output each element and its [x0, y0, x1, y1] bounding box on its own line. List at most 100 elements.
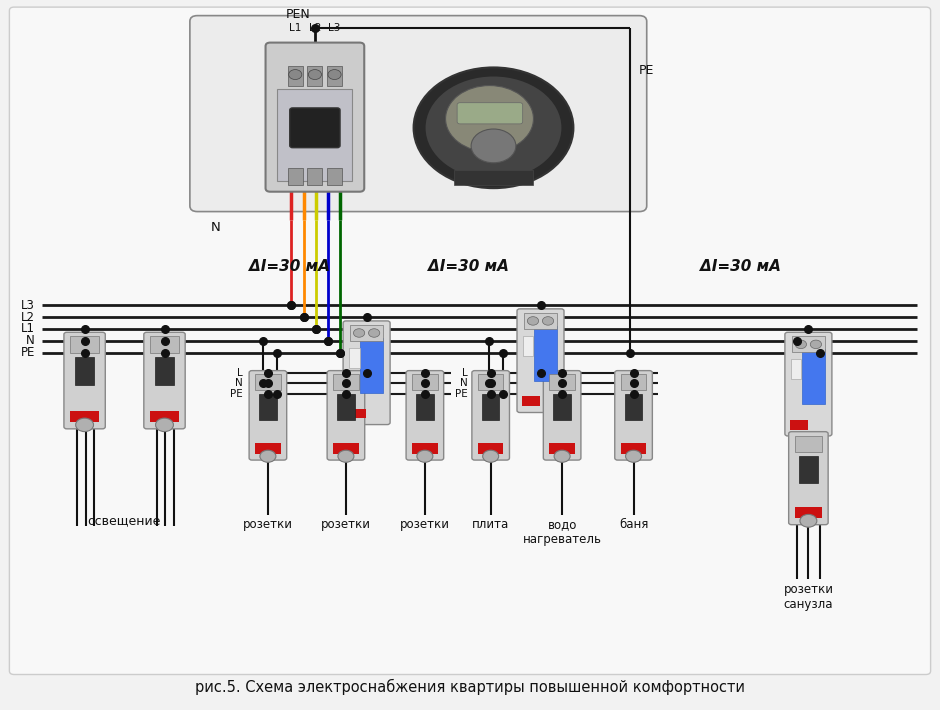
FancyBboxPatch shape — [789, 432, 828, 525]
Text: N: N — [235, 378, 243, 388]
Bar — [620, 444, 647, 454]
Bar — [255, 374, 281, 390]
FancyBboxPatch shape — [406, 371, 444, 460]
Text: PE: PE — [21, 346, 35, 359]
Bar — [549, 444, 575, 454]
Circle shape — [156, 418, 173, 432]
Circle shape — [75, 418, 94, 432]
Bar — [259, 394, 276, 420]
Text: ΔI=30 мA: ΔI=30 мA — [249, 258, 330, 274]
Text: розетки: розетки — [400, 518, 450, 531]
Bar — [327, 66, 342, 86]
Bar — [348, 408, 367, 418]
FancyBboxPatch shape — [543, 371, 581, 460]
Bar — [150, 337, 179, 353]
Bar — [150, 411, 179, 422]
FancyBboxPatch shape — [457, 103, 523, 124]
Circle shape — [626, 450, 642, 462]
Bar — [75, 358, 94, 385]
Bar — [70, 337, 99, 353]
Circle shape — [555, 450, 570, 462]
Circle shape — [795, 340, 807, 349]
Bar — [554, 394, 571, 420]
Bar — [307, 168, 322, 185]
Bar — [790, 420, 808, 430]
Text: PEN: PEN — [286, 9, 310, 21]
Circle shape — [527, 317, 539, 325]
Text: L2: L2 — [21, 311, 35, 324]
FancyBboxPatch shape — [615, 371, 652, 460]
Bar — [795, 435, 822, 452]
FancyBboxPatch shape — [327, 371, 365, 460]
Circle shape — [446, 86, 534, 152]
FancyBboxPatch shape — [266, 43, 365, 192]
Circle shape — [353, 329, 365, 337]
Bar — [412, 444, 438, 454]
Text: L2: L2 — [308, 23, 321, 33]
Text: ΔI=30 мA: ΔI=30 мA — [428, 258, 509, 274]
Circle shape — [328, 70, 341, 80]
Text: рис.5. Схема электроснабжения квартиры повышенной комфортности: рис.5. Схема электроснабжения квартиры п… — [195, 679, 745, 695]
Bar — [360, 338, 384, 393]
Circle shape — [426, 77, 561, 179]
Text: PE: PE — [455, 389, 468, 399]
FancyBboxPatch shape — [290, 108, 340, 148]
Bar — [288, 66, 303, 86]
Text: плита: плита — [472, 518, 509, 531]
Circle shape — [800, 514, 817, 527]
FancyBboxPatch shape — [785, 332, 832, 436]
Circle shape — [308, 70, 321, 80]
Bar — [524, 336, 534, 356]
FancyBboxPatch shape — [249, 371, 287, 460]
Bar — [350, 325, 384, 341]
Bar — [350, 348, 360, 368]
Text: L3: L3 — [328, 23, 340, 33]
FancyBboxPatch shape — [190, 16, 647, 212]
Circle shape — [414, 67, 573, 188]
Circle shape — [416, 450, 432, 462]
Bar — [416, 394, 433, 420]
FancyBboxPatch shape — [517, 309, 564, 413]
Text: розетки: розетки — [321, 518, 371, 531]
Text: PE: PE — [229, 389, 243, 399]
Bar — [799, 456, 818, 483]
Text: баня: баня — [619, 518, 649, 531]
Bar — [482, 394, 499, 420]
Circle shape — [368, 329, 380, 337]
Bar — [802, 349, 825, 404]
Bar — [534, 326, 557, 381]
FancyBboxPatch shape — [144, 332, 185, 429]
Bar — [795, 508, 822, 518]
Text: водо
нагреватель: водо нагреватель — [523, 518, 602, 546]
FancyBboxPatch shape — [472, 371, 509, 460]
Bar — [625, 394, 642, 420]
Circle shape — [483, 450, 499, 462]
Bar — [327, 168, 342, 185]
Bar — [791, 337, 825, 352]
Circle shape — [289, 70, 302, 80]
Text: L1: L1 — [290, 23, 302, 33]
Bar — [155, 358, 174, 385]
Bar — [454, 170, 533, 185]
Bar — [307, 66, 322, 86]
Text: освещение: освещение — [87, 515, 161, 528]
Bar — [478, 444, 504, 454]
Text: розетки: розетки — [243, 518, 293, 531]
FancyBboxPatch shape — [9, 7, 931, 674]
Bar — [478, 374, 504, 390]
Bar — [524, 313, 557, 329]
Text: N: N — [461, 378, 468, 388]
Circle shape — [338, 450, 354, 462]
Bar — [70, 411, 99, 422]
Bar — [277, 89, 352, 181]
Bar — [412, 374, 438, 390]
Bar — [791, 359, 802, 379]
Text: L1: L1 — [21, 322, 35, 335]
Bar — [288, 168, 303, 185]
Text: PE: PE — [639, 65, 654, 77]
Bar — [620, 374, 647, 390]
Circle shape — [542, 317, 554, 325]
Text: L: L — [237, 368, 243, 378]
Text: L: L — [462, 368, 468, 378]
Bar — [549, 374, 575, 390]
